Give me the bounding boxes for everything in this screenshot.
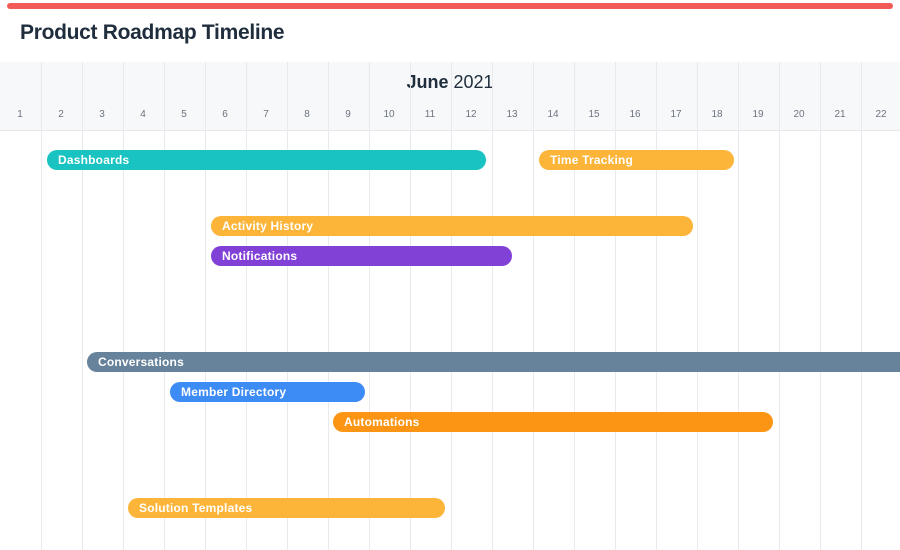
- day-label: 22: [875, 109, 887, 120]
- day-label: 16: [629, 109, 641, 120]
- month-label: June 2021: [0, 72, 900, 93]
- grid-line: [861, 62, 862, 550]
- timeline-header: June 2021 1 2 3 4 5 6 7 8 9 10 11 12 13 14 15 16 17 18 19 2…: [0, 62, 900, 131]
- day-label: 7: [263, 109, 269, 120]
- day-label: 13: [506, 109, 518, 120]
- day-label: 8: [304, 109, 310, 120]
- grid-line: [820, 62, 821, 550]
- grid-line: [738, 62, 739, 550]
- task-bar-conversations[interactable]: Conversations: [87, 352, 900, 372]
- grid-line: [779, 62, 780, 550]
- grid-line: [369, 62, 370, 550]
- day-label: 18: [711, 109, 723, 120]
- grid-line: [615, 62, 616, 550]
- grid-line: [287, 62, 288, 550]
- task-bar-activity-history[interactable]: Activity History: [211, 216, 693, 236]
- day-label: 10: [383, 109, 395, 120]
- day-label: 20: [793, 109, 805, 120]
- grid-line: [246, 62, 247, 550]
- day-label: 4: [140, 109, 146, 120]
- grid-line: [328, 62, 329, 550]
- day-label: 6: [222, 109, 228, 120]
- task-bar-member-directory[interactable]: Member Directory: [170, 382, 365, 402]
- day-label: 19: [752, 109, 764, 120]
- page-title: Product Roadmap Timeline: [20, 21, 285, 44]
- day-label: 12: [465, 109, 477, 120]
- day-label: 9: [345, 109, 351, 120]
- day-label: 11: [424, 109, 436, 120]
- day-label: 3: [99, 109, 105, 120]
- task-bar-dashboards[interactable]: Dashboards: [47, 150, 486, 170]
- day-label: 1: [17, 109, 23, 120]
- day-label: 15: [588, 109, 600, 120]
- task-bar-notifications[interactable]: Notifications: [211, 246, 512, 266]
- grid-line: [492, 62, 493, 550]
- grid-line: [82, 62, 83, 550]
- timeline: June 2021 1 2 3 4 5 6 7 8 9 10 11 12 13 14 15 16 17 18 19 2…: [0, 62, 900, 550]
- grid-line: [574, 62, 575, 550]
- top-accent-bar: [7, 3, 893, 9]
- grid-line: [451, 62, 452, 550]
- day-label: 17: [670, 109, 682, 120]
- grid-line: [41, 62, 42, 550]
- month-name: June: [406, 72, 449, 92]
- task-bar-automations[interactable]: Automations: [333, 412, 773, 432]
- day-label: 14: [547, 109, 559, 120]
- day-label: 2: [58, 109, 64, 120]
- grid-line: [205, 62, 206, 550]
- grid-line: [164, 62, 165, 550]
- day-label: 21: [834, 109, 846, 120]
- year-label: 2021: [453, 72, 494, 92]
- day-label: 5: [181, 109, 187, 120]
- grid-line: [410, 62, 411, 550]
- grid-line: [656, 62, 657, 550]
- task-bar-time-tracking[interactable]: Time Tracking: [539, 150, 734, 170]
- grid-line: [697, 62, 698, 550]
- grid-line: [533, 62, 534, 550]
- task-bar-solution-templates[interactable]: Solution Templates: [128, 498, 445, 518]
- grid-line: [123, 62, 124, 550]
